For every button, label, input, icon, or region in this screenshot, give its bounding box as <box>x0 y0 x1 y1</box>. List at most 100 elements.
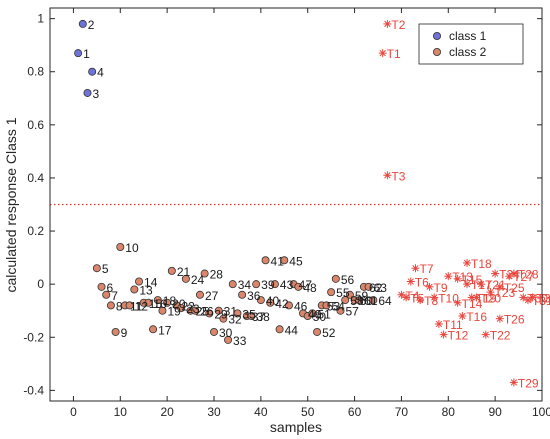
point-label: 34 <box>238 278 252 292</box>
test-point-marker <box>402 293 411 302</box>
test-point-label: T17 <box>471 278 492 292</box>
x-tick-label: 40 <box>254 405 268 419</box>
test-point-marker <box>463 258 472 267</box>
plot-background <box>50 8 542 401</box>
point-label: 1 <box>83 47 90 61</box>
point-label: 27 <box>205 289 219 303</box>
point-label: 16 <box>153 297 167 311</box>
test-point-marker <box>495 314 504 323</box>
y-tick-label: -0.2 <box>23 330 44 344</box>
class2-point <box>224 335 233 344</box>
point-label: 22 <box>182 299 196 313</box>
point-label: 38 <box>256 310 270 324</box>
test-point-marker <box>458 312 467 321</box>
point-label: 59 <box>355 289 369 303</box>
test-point-label: T6 <box>415 276 429 290</box>
test-point-label: T28 <box>518 268 539 282</box>
test-point-label: T24 <box>499 268 520 282</box>
point-label: 12 <box>135 299 149 313</box>
class2-point <box>111 327 120 336</box>
class2-point <box>336 306 345 315</box>
test-point-marker <box>505 272 514 281</box>
class2-point <box>125 301 134 310</box>
class2-point <box>275 325 284 334</box>
point-label: 53 <box>327 299 341 313</box>
class2-point <box>284 301 293 310</box>
y-tick-label: 0 <box>37 277 44 291</box>
test-point-label: T8 <box>424 294 438 308</box>
class2-point <box>355 296 364 305</box>
class2-point <box>106 301 115 310</box>
test-point-marker <box>481 330 490 339</box>
point-label: 15 <box>149 297 163 311</box>
point-label: 13 <box>139 283 153 297</box>
point-label: 31 <box>224 305 238 319</box>
point-label: 21 <box>177 265 191 279</box>
test-point-marker <box>495 282 504 291</box>
class2-point <box>200 269 209 278</box>
class2-point <box>209 327 218 336</box>
test-point-marker <box>477 280 486 289</box>
test-point-marker <box>430 293 439 302</box>
test-point-label: T23 <box>494 286 515 300</box>
class2-point <box>153 296 162 305</box>
y-axis-label: calculated response Class 1 <box>3 117 19 292</box>
class2-point <box>266 298 275 307</box>
x-tick-label: 20 <box>160 405 174 419</box>
class2-point <box>233 309 242 318</box>
x-tick-label: 30 <box>207 405 221 419</box>
class2-point <box>280 256 289 265</box>
point-label: 40 <box>266 294 280 308</box>
test-point-label: T4 <box>405 289 419 303</box>
x-tick-label: 50 <box>301 405 315 419</box>
class1-point <box>74 49 83 58</box>
class2-point <box>364 282 373 291</box>
y-tick-label: 0.6 <box>27 118 44 132</box>
point-label: 24 <box>191 273 205 287</box>
class2-point <box>135 277 144 286</box>
test-point-label: T5 <box>410 291 424 305</box>
point-label: 58 <box>350 294 364 308</box>
point-label: 50 <box>313 310 327 324</box>
test-point-marker <box>519 293 528 302</box>
point-label: 18 <box>163 294 177 308</box>
x-tick-label: 60 <box>348 405 362 419</box>
test-point-label: T20 <box>480 291 501 305</box>
test-point-label: T29 <box>518 376 539 390</box>
point-label: 60 <box>360 294 374 308</box>
class2-point <box>369 296 378 305</box>
test-point-marker <box>467 293 476 302</box>
test-point-marker <box>416 296 425 305</box>
class2-point <box>341 296 350 305</box>
class2-point <box>294 282 303 291</box>
class2-point <box>92 264 101 273</box>
class2-point <box>195 290 204 299</box>
point-label: 54 <box>331 299 345 313</box>
point-label: 52 <box>322 326 336 340</box>
class2-point <box>308 309 317 318</box>
point-label: 36 <box>247 289 261 303</box>
point-label: 14 <box>144 276 158 290</box>
class2-point <box>327 288 336 297</box>
class2-point <box>256 296 265 305</box>
x-axis-label: samples <box>270 419 322 435</box>
point-label: 19 <box>167 305 181 319</box>
test-point-marker <box>509 269 518 278</box>
class2-point <box>97 282 106 291</box>
test-point-marker <box>439 330 448 339</box>
point-label: 57 <box>346 305 360 319</box>
x-tick-label: 80 <box>442 405 456 419</box>
test-point-label: T31 <box>532 294 550 308</box>
test-point-marker <box>528 293 537 302</box>
class2-point <box>261 256 270 265</box>
x-tick-label: 70 <box>395 405 409 419</box>
test-point-label: T22 <box>490 329 511 343</box>
point-label: 28 <box>210 268 224 282</box>
class2-point <box>163 298 172 307</box>
legend: class 1 class 2 <box>418 23 524 65</box>
y-tick-label: 0.8 <box>27 65 44 79</box>
y-tick-label: 0.2 <box>27 224 44 238</box>
point-label: 37 <box>252 310 266 324</box>
class1-point <box>88 67 97 76</box>
point-label: 62 <box>369 281 383 295</box>
